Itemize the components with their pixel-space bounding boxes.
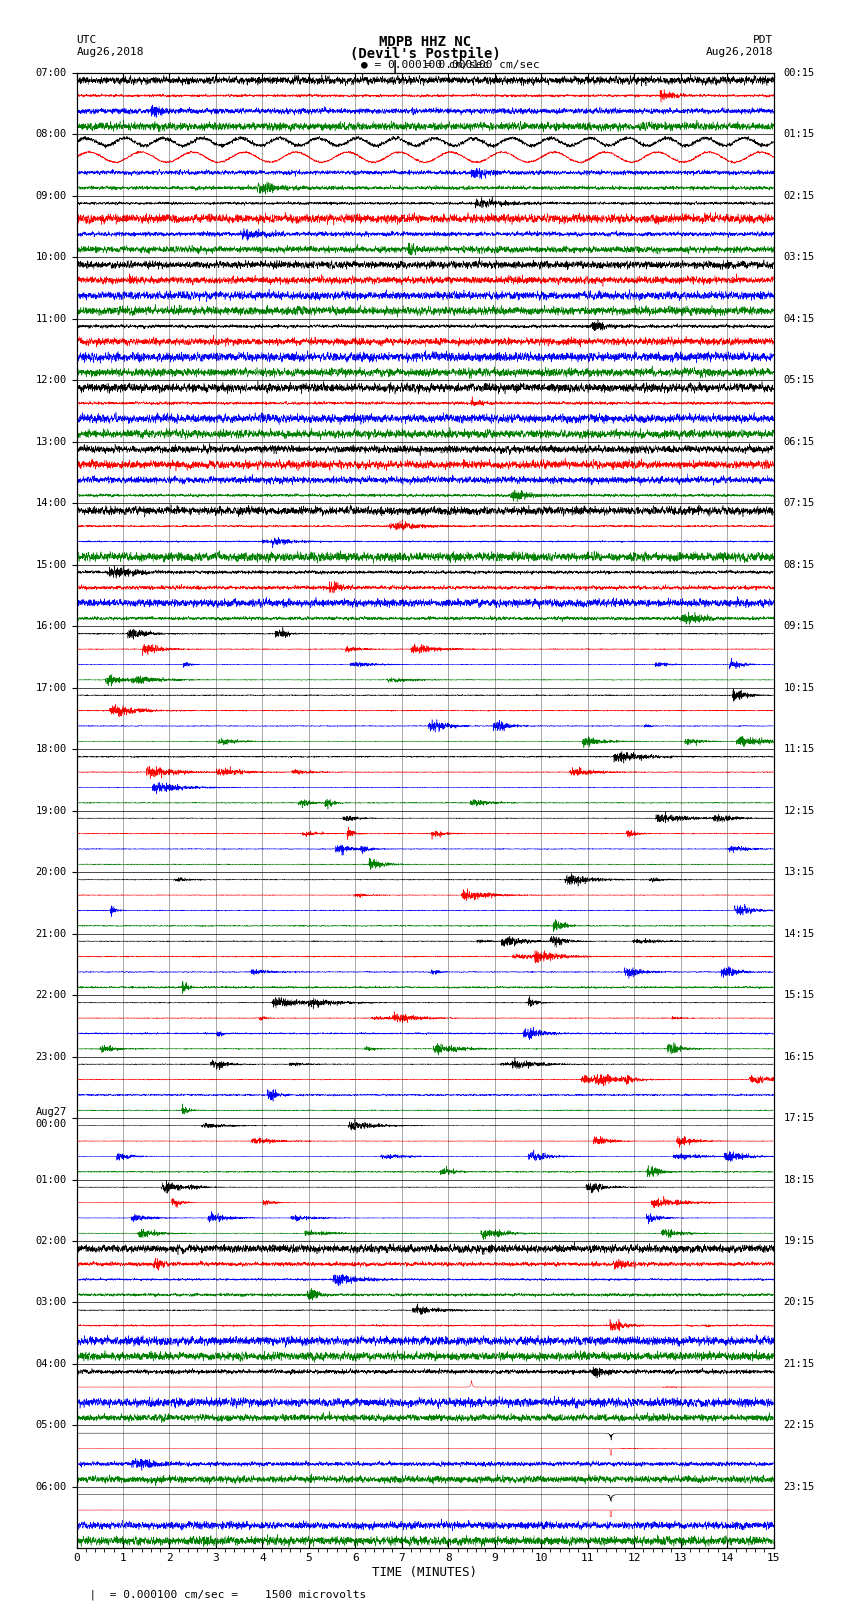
Text: |: | [391, 60, 399, 74]
Text: Aug26,2018: Aug26,2018 [76, 47, 144, 56]
X-axis label: TIME (MINUTES): TIME (MINUTES) [372, 1566, 478, 1579]
Text: Aug26,2018: Aug26,2018 [706, 47, 774, 56]
Text: MDPB HHZ NC: MDPB HHZ NC [379, 35, 471, 50]
Text: UTC: UTC [76, 35, 97, 45]
Text: (Devil's Postpile): (Devil's Postpile) [349, 47, 501, 61]
Text: = 0.000100 cm/sec: = 0.000100 cm/sec [425, 60, 540, 69]
Text: |  = 0.000100 cm/sec =    1500 microvolts: | = 0.000100 cm/sec = 1500 microvolts [76, 1589, 366, 1600]
Text: PDT: PDT [753, 35, 774, 45]
Text: ● = 0.000100 cm/sec: ● = 0.000100 cm/sec [361, 60, 489, 69]
